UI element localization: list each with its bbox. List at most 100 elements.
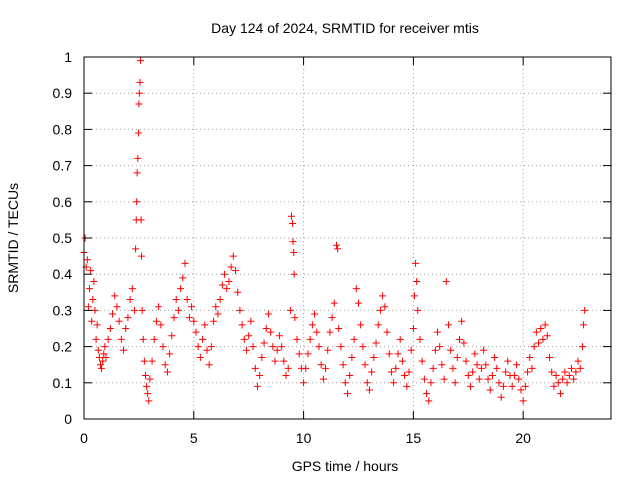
data-point: [413, 277, 421, 285]
data-point: [539, 335, 547, 343]
data-point: [136, 78, 144, 86]
data-point: [144, 390, 152, 398]
data-point: [341, 379, 349, 387]
data-point: [139, 335, 147, 343]
x-tick-labels: 0 5 10 15 20: [80, 430, 531, 446]
data-point: [462, 357, 470, 365]
data-point: [403, 382, 411, 390]
data-point: [357, 321, 365, 329]
data-point: [352, 285, 360, 293]
data-point: [192, 328, 200, 336]
data-point: [394, 350, 402, 358]
data-point: [578, 343, 586, 351]
x-tick-label: 20: [515, 430, 531, 446]
grid: [84, 57, 611, 419]
data-point: [199, 335, 207, 343]
data-point: [484, 375, 492, 383]
data-point: [275, 332, 283, 340]
data-point: [322, 364, 330, 372]
data-point: [134, 129, 142, 137]
data-point: [284, 364, 292, 372]
data-point: [537, 325, 545, 332]
data-point: [232, 267, 240, 275]
data-point: [84, 303, 92, 311]
data-point: [137, 216, 145, 224]
data-point: [106, 325, 114, 332]
data-point: [101, 343, 109, 351]
data-point: [372, 339, 380, 347]
data-point: [249, 343, 257, 351]
data-point: [365, 386, 373, 394]
data-point: [95, 353, 103, 361]
data-point: [183, 296, 191, 304]
data-point: [475, 375, 483, 383]
data-point: [92, 335, 100, 343]
x-axis-label: GPS time / hours: [292, 458, 399, 474]
data-point: [502, 368, 510, 376]
data-point: [185, 314, 193, 322]
data-point: [434, 328, 442, 336]
data-point: [319, 375, 327, 383]
ticks: [83, 56, 611, 420]
data-point: [94, 346, 102, 354]
data-point: [334, 245, 342, 253]
data-point: [136, 57, 144, 65]
data-point: [262, 325, 270, 332]
data-point: [242, 346, 250, 354]
y-tick-label: 0.9: [53, 85, 73, 101]
data-point: [563, 379, 571, 387]
data-point: [442, 277, 450, 285]
data-point: [99, 357, 107, 365]
data-point: [291, 314, 299, 322]
data-point: [247, 317, 255, 325]
data-point: [290, 270, 298, 278]
data-point: [339, 361, 347, 369]
data-point: [234, 288, 242, 296]
data-point: [196, 353, 204, 361]
data-point: [427, 379, 435, 387]
data-point: [526, 353, 534, 361]
data-point: [438, 361, 446, 369]
data-point: [253, 382, 261, 390]
data-point: [361, 361, 369, 369]
data-point: [480, 346, 488, 354]
data-point: [471, 350, 479, 358]
data-point: [210, 317, 218, 325]
data-point: [449, 364, 457, 372]
data-point: [146, 375, 154, 383]
data-point: [499, 382, 507, 390]
data-point: [570, 375, 578, 383]
data-point: [423, 390, 431, 398]
data-point: [214, 310, 222, 318]
data-point: [396, 335, 404, 343]
data-point: [161, 361, 169, 369]
y-tick-label: 0.4: [53, 266, 73, 282]
data-point: [524, 368, 532, 376]
data-point: [436, 343, 444, 351]
data-point: [126, 296, 134, 304]
data-point: [550, 382, 558, 390]
data-point: [273, 346, 281, 354]
data-point: [104, 335, 112, 343]
data-point: [515, 375, 523, 383]
data-point: [556, 390, 564, 398]
data-point: [535, 339, 543, 347]
data-point: [111, 292, 119, 300]
data-point: [98, 364, 106, 372]
data-point: [138, 306, 146, 314]
data-point: [317, 361, 325, 369]
data-point: [398, 357, 406, 365]
data-point: [447, 346, 455, 354]
data-point: [122, 325, 130, 332]
data-point: [256, 372, 264, 380]
y-axis-label: SRMTID / TECUs: [5, 183, 21, 293]
data-point: [335, 325, 343, 332]
data-point: [326, 328, 334, 336]
data-point: [580, 321, 588, 329]
data-point: [212, 303, 220, 311]
data-point: [348, 353, 356, 361]
data-point: [425, 397, 433, 405]
data-point: [495, 379, 503, 387]
data-point: [117, 335, 125, 343]
